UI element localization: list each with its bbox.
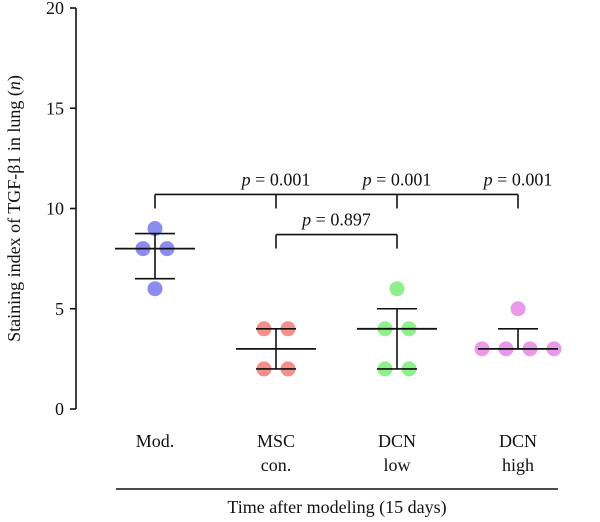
p-value-label-1-1: p = 0.001 [240, 169, 311, 189]
y-tick-label-20: 20 [46, 0, 64, 18]
y-tick-label-5: 5 [55, 299, 64, 319]
category-label-2-2: con. [261, 455, 292, 475]
y-tick-label-10: 10 [46, 199, 64, 219]
p-value-label-1-3: p = 0.001 [482, 169, 553, 189]
category-label-1-1: Mod. [136, 431, 175, 451]
data-point-3-1 [389, 281, 405, 297]
category-label-3-1: DCN [378, 431, 416, 451]
data-point-1-1 [147, 221, 163, 237]
data-point-1-4 [147, 281, 163, 297]
category-label-4-2: high [502, 455, 534, 475]
category-label-4-1: DCN [499, 431, 537, 451]
data-point-4-1 [510, 301, 526, 317]
p-value-label-2-1: p = 0.897 [300, 210, 371, 230]
y-tick-label-0: 0 [55, 399, 64, 419]
category-label-3-2: low [384, 455, 411, 475]
y-tick-label-15: 15 [46, 98, 64, 118]
p-value-label-1-2: p = 0.001 [361, 169, 432, 189]
y-axis-label: Staining index of TGF-β1 in lung (n) [4, 75, 25, 342]
category-label-2-1: MSC [257, 431, 295, 451]
x-axis-label: Time after modeling (15 days) [227, 497, 446, 518]
